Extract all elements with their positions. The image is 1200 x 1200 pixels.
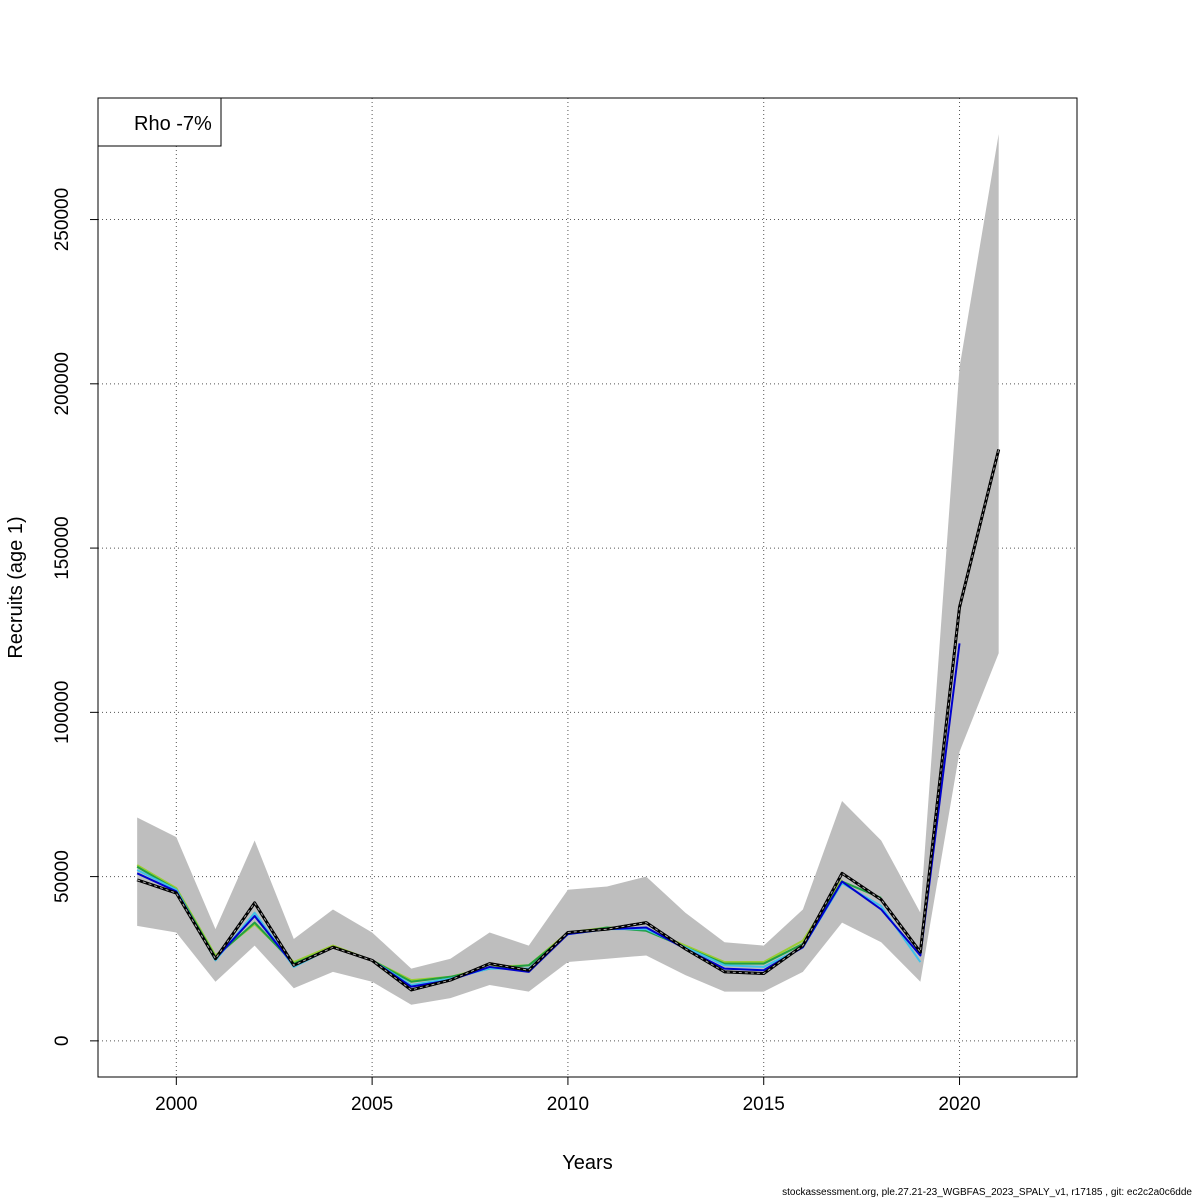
- y-tick-label: 200000: [52, 352, 73, 415]
- confidence-band: [137, 134, 999, 1005]
- x-tick-label: 2000: [155, 1094, 197, 1115]
- y-axis: 0 50000 100000 150000 200000 250000: [52, 188, 98, 1046]
- y-tick-label: 50000: [52, 850, 73, 903]
- x-axis-title: Years: [562, 1152, 612, 1174]
- y-tick-label: 250000: [52, 188, 73, 251]
- x-tick-label: 2010: [547, 1094, 589, 1115]
- y-axis-title: Recruits (age 1): [5, 516, 27, 658]
- x-axis: 2000 2005 2010 2015 2020: [155, 1077, 981, 1115]
- y-tick-label: 0: [52, 1036, 73, 1047]
- x-tick-label: 2015: [743, 1094, 785, 1115]
- y-tick-label: 100000: [52, 681, 73, 744]
- series-layer: [136, 449, 1001, 992]
- legend-rho-label: Rho -7%: [134, 113, 212, 135]
- legend-box: [97, 97, 222, 147]
- confidence-band-layer: [137, 134, 999, 1005]
- series-line-final-top-dash: [137, 449, 1000, 991]
- y-tick-label: 150000: [52, 516, 73, 579]
- x-tick-label: 2005: [351, 1094, 393, 1115]
- legend: Rho -7%: [97, 97, 222, 147]
- plot-frame: [97, 97, 1078, 1078]
- footer-credit: stockassessment.org, ple.27.21-23_WGBFAS…: [782, 1187, 1192, 1198]
- x-tick-label: 2020: [938, 1094, 980, 1115]
